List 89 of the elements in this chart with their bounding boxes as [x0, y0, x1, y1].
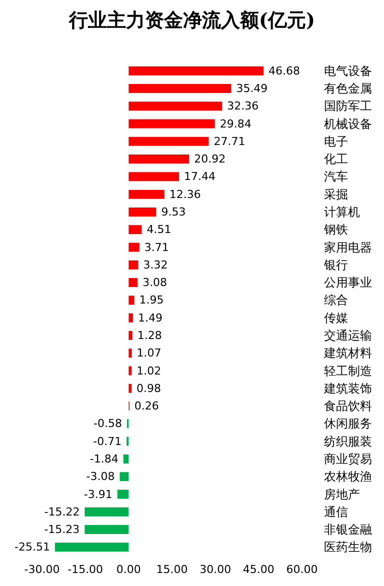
data-label: 29.84 [220, 117, 252, 130]
x-tick-label: -15.00 [68, 563, 104, 576]
y-tick-label: 建筑材料 [323, 346, 372, 360]
bar [128, 296, 134, 305]
data-label: 12.36 [169, 188, 201, 201]
data-label: 35.49 [236, 82, 268, 95]
y-tick-label: 轻工制造 [324, 364, 372, 378]
y-tick-label: 采掘 [324, 187, 348, 202]
bar [120, 472, 129, 482]
data-label: -0.71 [93, 434, 122, 448]
bar [128, 348, 132, 358]
bar [54, 542, 129, 552]
y-tick-label: 机械设备 [324, 116, 372, 131]
x-tick-label: 30.00 [200, 563, 232, 576]
bar [84, 507, 129, 516]
bar [128, 172, 180, 182]
data-label: 9.53 [161, 205, 186, 218]
y-tick-label: 化工 [324, 152, 348, 166]
bar [128, 242, 140, 252]
bar [128, 207, 156, 216]
bar [123, 454, 129, 464]
bar [128, 225, 142, 234]
data-label: 20.92 [194, 152, 226, 166]
data-label: 1.28 [137, 328, 162, 342]
y-tick-label: 食品饮料 [324, 399, 372, 414]
x-tick-label: -30.00 [24, 563, 60, 576]
bar [128, 119, 215, 128]
y-tick-label: 电气设备 [324, 64, 372, 78]
data-label: 3.71 [144, 240, 169, 254]
data-label: -3.08 [86, 470, 115, 484]
y-tick-label: 房地产 [324, 487, 360, 502]
x-tick-label: 45.00 [242, 563, 274, 576]
y-tick-label: 交通运输 [324, 328, 372, 342]
chart-title: 行业主力资金净流入额(亿元) [68, 10, 315, 32]
data-label: -1.84 [90, 452, 118, 466]
y-tick-label: 有色金属 [324, 81, 372, 96]
y-tick-label: 纺织服装 [324, 434, 372, 448]
bar [128, 190, 164, 199]
x-tick-label: 15.00 [156, 563, 188, 576]
y-tick-label: 银行 [323, 258, 348, 272]
bar [128, 384, 132, 393]
bar [117, 490, 129, 499]
bar [128, 313, 133, 322]
data-label: 27.71 [214, 134, 246, 148]
data-label: 1.07 [136, 346, 162, 360]
y-tick-label: 商业贸易 [324, 452, 372, 466]
x-tick-label: 0.00 [116, 563, 141, 576]
y-tick-label: 国防军工 [324, 99, 372, 114]
bar [128, 330, 132, 340]
y-tick-label: 综合 [324, 293, 348, 308]
bar [128, 66, 264, 76]
y-tick-label: 建筑装饰 [323, 381, 372, 396]
data-label: -3.91 [84, 488, 112, 501]
y-tick-label: 计算机 [324, 204, 360, 219]
data-label: 3.32 [143, 258, 168, 272]
data-label: 4.51 [146, 223, 172, 236]
data-label: 3.08 [142, 276, 168, 290]
data-label: 46.68 [268, 64, 300, 78]
x-tick-label: 60.00 [286, 563, 318, 576]
y-tick-label: 休闲服务 [324, 416, 372, 431]
bar [128, 84, 232, 93]
y-tick-label: 家用电器 [324, 240, 372, 254]
data-label: 0.26 [134, 400, 159, 413]
bar [84, 525, 129, 534]
y-tick-label: 钢铁 [323, 222, 348, 237]
y-tick-label: 农林牧渔 [324, 470, 372, 484]
y-tick-label: 非银金融 [324, 522, 372, 537]
data-label: 0.98 [136, 382, 161, 395]
data-label: 32.36 [227, 100, 259, 113]
y-tick-label: 医药生物 [324, 540, 372, 554]
bar [128, 102, 222, 111]
data-label: -25.51 [14, 540, 50, 554]
data-label: -0.58 [94, 417, 122, 430]
data-label: -15.23 [44, 523, 80, 536]
data-label: 1.49 [138, 311, 162, 324]
data-label: 17.44 [184, 170, 216, 184]
bar [128, 366, 132, 376]
data-label: 1.95 [139, 294, 164, 307]
y-tick-label: 通信 [324, 504, 348, 519]
bar [128, 154, 190, 164]
bar [128, 260, 138, 270]
data-label: -15.22 [44, 505, 80, 518]
y-tick-label: 汽车 [324, 170, 348, 184]
y-tick-label: 传媒 [324, 310, 348, 325]
bar [128, 278, 138, 288]
bar [128, 136, 209, 146]
y-tick-label: 公用事业 [324, 276, 372, 290]
y-tick-label: 电子 [324, 134, 348, 148]
data-label: 1.02 [136, 364, 162, 378]
